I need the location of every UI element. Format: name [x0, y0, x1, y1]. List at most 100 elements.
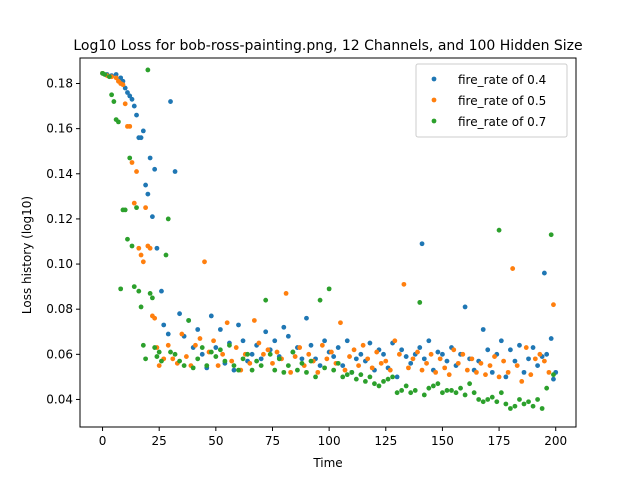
data-point-series-2	[163, 252, 169, 258]
data-point-series-2	[376, 383, 382, 389]
data-point-series-1	[383, 358, 389, 364]
data-point-series-1	[487, 363, 493, 369]
data-point-series-1	[528, 372, 534, 378]
data-point-series-0	[335, 345, 341, 350]
data-point-series-2	[331, 367, 337, 373]
y-tick-label: 0.08	[46, 302, 73, 316]
data-point-series-2	[440, 390, 445, 396]
data-point-series-2	[444, 388, 450, 393]
data-point-series-0	[322, 338, 328, 344]
data-point-series-0	[161, 322, 167, 328]
data-point-series-0	[165, 331, 171, 337]
data-point-series-1	[229, 358, 235, 364]
data-point-series-1	[392, 338, 398, 344]
data-point-series-0	[508, 347, 513, 353]
data-point-series-0	[304, 315, 309, 321]
data-point-series-0	[331, 354, 337, 359]
data-point-series-2	[165, 216, 171, 222]
data-point-series-2	[539, 406, 545, 411]
data-point-series-2	[272, 367, 278, 373]
data-point-series-2	[186, 318, 192, 323]
data-point-series-0	[149, 214, 155, 220]
data-point-series-1	[140, 259, 146, 265]
data-point-series-1	[211, 338, 216, 344]
data-point-series-2	[544, 385, 550, 391]
data-point-series-0	[281, 324, 287, 330]
data-point-series-0	[548, 336, 554, 341]
data-point-series-2	[326, 286, 332, 292]
data-point-series-2	[122, 207, 128, 213]
data-point-series-2	[358, 372, 364, 378]
data-point-series-2	[177, 358, 182, 364]
data-point-series-2	[426, 385, 432, 391]
data-point-series-1	[127, 123, 133, 129]
data-point-series-0	[152, 166, 158, 172]
data-point-series-1	[319, 342, 325, 348]
data-point-series-1	[401, 281, 407, 287]
data-point-series-2	[231, 363, 237, 369]
data-point-series-2	[159, 358, 164, 364]
data-point-series-1	[338, 320, 343, 326]
data-point-series-1	[342, 367, 348, 373]
data-point-series-2	[517, 397, 522, 402]
data-point-series-0	[177, 311, 182, 317]
data-point-series-2	[245, 351, 250, 357]
data-point-series-0	[285, 333, 291, 339]
data-point-series-0	[394, 374, 400, 380]
data-point-series-2	[138, 304, 144, 310]
y-tick-label: 0.04	[46, 392, 73, 406]
data-point-series-2	[535, 397, 540, 402]
data-point-series-0	[426, 338, 432, 344]
chart-title: Log10 Loss for bob-ross-painting.png, 12…	[73, 38, 582, 54]
plot-frame	[79, 57, 577, 428]
data-point-series-0	[498, 338, 504, 344]
data-point-series-1	[129, 160, 135, 165]
data-point-series-0	[263, 329, 269, 335]
data-point-series-2	[340, 374, 346, 380]
data-point-series-2	[548, 232, 554, 238]
data-point-series-0	[544, 351, 550, 357]
data-point-series-2	[353, 376, 359, 382]
data-point-series-0	[140, 128, 146, 134]
data-point-series-1	[165, 342, 171, 348]
data-point-series-1	[433, 369, 439, 375]
data-point-series-1	[147, 245, 153, 251]
data-point-series-0	[129, 96, 135, 102]
data-point-series-1	[546, 369, 552, 375]
legend-label: fire_rate of 0.5	[458, 94, 546, 108]
data-point-series-1	[437, 356, 443, 362]
y-tick-label: 0.14	[46, 167, 73, 181]
data-point-series-0	[419, 241, 425, 247]
data-point-series-2	[462, 392, 468, 398]
data-point-series-1	[501, 358, 507, 364]
data-point-series-0	[131, 103, 137, 109]
data-point-series-1	[131, 200, 137, 206]
data-point-series-2	[403, 383, 409, 389]
data-point-series-1	[274, 349, 280, 355]
data-point-series-2	[276, 356, 282, 362]
data-point-series-1	[442, 365, 448, 371]
data-point-series-2	[145, 67, 151, 73]
data-point-series-2	[526, 399, 531, 405]
data-point-series-2	[421, 392, 427, 398]
data-point-series-2	[147, 290, 153, 296]
data-point-series-1	[306, 351, 312, 357]
data-point-series-2	[494, 399, 500, 405]
data-point-series-2	[489, 394, 495, 400]
data-point-series-0	[240, 338, 246, 344]
data-point-series-1	[541, 358, 547, 364]
data-point-series-1	[396, 351, 402, 357]
data-point-series-1	[378, 360, 384, 366]
data-point-series-0	[195, 327, 201, 332]
data-point-series-1	[428, 351, 434, 357]
data-point-series-0	[258, 356, 264, 362]
data-point-series-0	[168, 99, 173, 104]
data-point-series-0	[340, 363, 346, 369]
data-point-series-2	[168, 349, 173, 355]
y-axis-label: Loss history (log10)	[20, 196, 34, 314]
data-point-series-2	[267, 351, 273, 357]
data-point-series-0	[208, 313, 214, 319]
data-point-series-1	[419, 367, 425, 373]
data-point-series-2	[458, 385, 463, 391]
